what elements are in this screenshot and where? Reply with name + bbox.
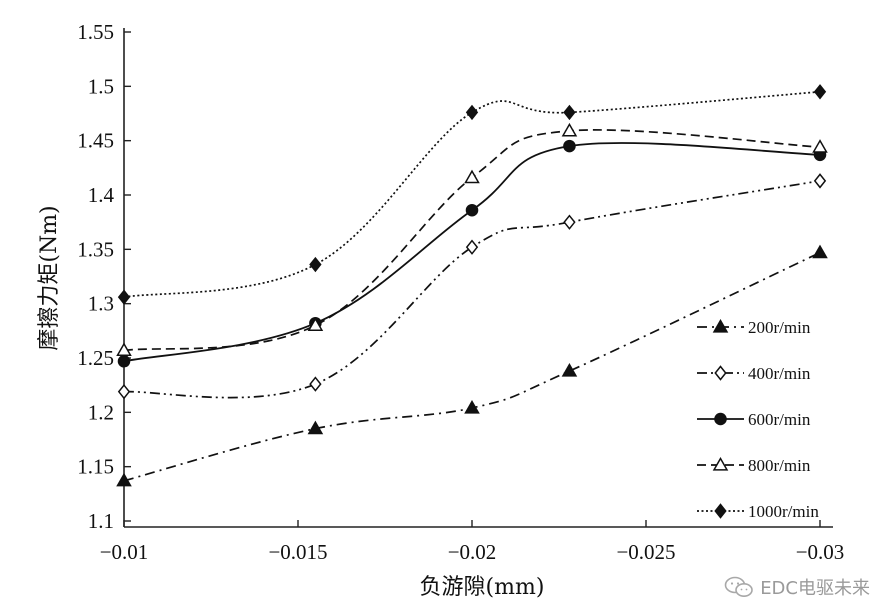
legend-label: 800r/min xyxy=(748,456,811,475)
series-3-point xyxy=(116,342,132,357)
y-ticks: 1.1 1.15 1.2 1.25 1.3 1.35 1.4 1.45 1.5 1.55 xyxy=(77,20,131,533)
x-tick-label: −0.03 xyxy=(796,540,845,564)
series-0-point xyxy=(307,420,324,435)
series-2-point xyxy=(117,354,131,368)
watermark-text: EDC电驱未来 xyxy=(760,578,870,599)
series-3-point xyxy=(464,169,480,184)
series-line-1 xyxy=(123,180,821,399)
y-tick-label: 1.15 xyxy=(77,455,114,479)
series-4-point xyxy=(563,104,576,121)
legend-marker-2 xyxy=(714,412,727,426)
y-tick-label: 1.3 xyxy=(88,292,114,316)
series-4-point xyxy=(309,256,322,273)
x-tick-label: −0.02 xyxy=(448,540,497,564)
y-tick-label: 1.2 xyxy=(88,400,114,424)
x-ticks: −0.01 −0.015 −0.02 −0.025 −0.03 xyxy=(100,520,845,564)
y-axis-title: 摩擦力矩(Nm) xyxy=(37,205,62,350)
series-line-4 xyxy=(123,90,821,298)
series-2-point xyxy=(465,203,479,217)
legend-label: 600r/min xyxy=(748,410,811,429)
legend-marker-1 xyxy=(714,365,727,381)
series-1-point xyxy=(117,383,131,400)
y-tick-label: 1.25 xyxy=(77,346,114,370)
series-1-point xyxy=(465,239,479,255)
y-tick-label: 1.35 xyxy=(77,237,114,261)
series-4-point xyxy=(813,84,827,100)
legend-label: 1000r/min xyxy=(748,502,819,521)
wechat-icon xyxy=(724,576,753,597)
watermark: EDC电驱未来 xyxy=(724,574,870,600)
legend-marker-4 xyxy=(714,503,727,519)
legend-label: 400r/min xyxy=(748,364,811,383)
x-tick-label: −0.01 xyxy=(100,540,149,564)
axes xyxy=(123,28,833,528)
series-1-point xyxy=(563,214,576,230)
series-3-point xyxy=(307,317,324,332)
series-markers xyxy=(116,84,828,487)
series-1-point xyxy=(309,376,322,392)
x-tick-label: −0.025 xyxy=(616,540,675,564)
series-0-point xyxy=(116,472,132,487)
series-line-0 xyxy=(123,251,821,482)
series-0-point xyxy=(812,244,828,259)
legend-label: 200r/min xyxy=(748,318,811,337)
series-0-point xyxy=(464,399,480,414)
legend-marker-3 xyxy=(712,456,729,471)
series-3-point xyxy=(561,122,578,137)
legend-marker-0 xyxy=(712,318,729,333)
y-tick-label: 1.45 xyxy=(77,129,114,153)
series-1-point xyxy=(813,173,827,189)
y-tick-label: 1.4 xyxy=(88,183,115,207)
x-axis-title: 负游隙(mm) xyxy=(420,575,545,600)
series-0-point xyxy=(561,363,578,377)
y-tick-label: 1.55 xyxy=(77,20,114,44)
x-tick-label: −0.015 xyxy=(268,540,327,564)
y-tick-label: 1.1 xyxy=(88,509,114,533)
series-2-point xyxy=(563,139,576,153)
y-tick-label: 1.5 xyxy=(88,74,114,98)
series-4-point xyxy=(117,289,131,305)
series-4-point xyxy=(465,104,479,121)
series-3-point xyxy=(812,139,828,153)
legend: 200r/min 400r/min 600r/min 800r/min 1000r/mi… xyxy=(697,318,819,521)
